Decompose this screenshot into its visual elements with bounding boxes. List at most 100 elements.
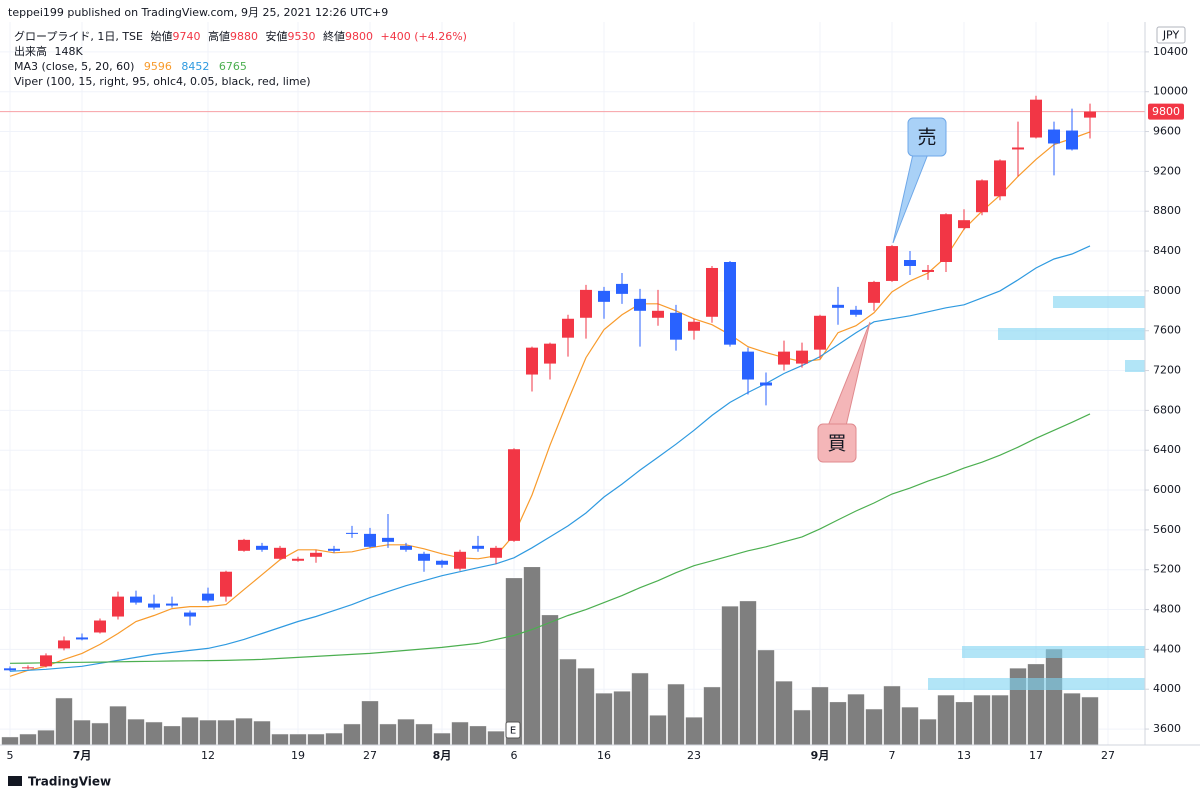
volume-bar <box>235 717 253 746</box>
y-tick-label: 8000 <box>1153 284 1181 297</box>
buy-callout <box>817 423 857 463</box>
viper-zone <box>1125 360 1145 372</box>
volume-bar <box>271 733 289 746</box>
candle-body <box>238 539 250 551</box>
candles <box>4 95 1096 672</box>
volume-bar <box>487 730 505 746</box>
candle-body <box>1012 147 1024 150</box>
open-label: 始値 <box>150 29 172 43</box>
candle-body <box>112 596 124 617</box>
volume-bar <box>973 694 991 746</box>
candle-body <box>166 603 178 606</box>
y-tick-label: 10000 <box>1153 85 1188 98</box>
ma-line <box>9 245 1091 672</box>
candle-body <box>580 289 592 318</box>
candle-body <box>148 603 160 608</box>
candle-body <box>976 180 988 213</box>
candle-body <box>778 351 790 365</box>
ma60-value: 6765 <box>219 60 247 73</box>
volume-bar <box>631 672 649 746</box>
high-label: 高値 <box>208 29 230 43</box>
candle-body <box>796 350 808 364</box>
candle-body <box>832 304 844 308</box>
volume-bar <box>181 716 199 746</box>
volume-bar <box>685 716 703 746</box>
volume-bar <box>199 719 217 746</box>
change: +400 (+4.26%) <box>380 30 466 43</box>
volume-bar <box>127 718 145 746</box>
candle-body <box>436 560 448 565</box>
candle-body <box>94 620 106 633</box>
candle-body <box>382 537 394 542</box>
y-tick-label: 5600 <box>1153 523 1181 536</box>
y-tick-label: 6400 <box>1153 443 1181 456</box>
low-value: 9530 <box>287 30 315 43</box>
candle-body <box>256 545 268 550</box>
candle-body <box>994 160 1006 197</box>
x-tick-label: 23 <box>687 749 701 762</box>
volume-bar <box>361 700 379 746</box>
y-tick-label: 6800 <box>1153 403 1181 416</box>
symbol: グロープライド, 1日, TSE <box>14 29 143 43</box>
candle-body <box>616 283 628 294</box>
candle-body <box>58 640 70 649</box>
candle-body <box>418 553 430 561</box>
viper-zones <box>928 296 1145 690</box>
volume-bar <box>1063 692 1081 746</box>
volume-bar <box>865 708 883 746</box>
y-tick-label: 4800 <box>1153 603 1181 616</box>
currency: JPY <box>1162 29 1180 42</box>
candle-body <box>940 214 952 263</box>
candle-body <box>724 262 736 345</box>
candle-body <box>184 612 196 617</box>
earnings-label: E <box>510 726 516 737</box>
viper-zone <box>928 678 1145 690</box>
y-tick-label: 4400 <box>1153 642 1181 655</box>
candle-body <box>220 571 232 597</box>
x-tick-label: 5 <box>7 749 14 762</box>
brand: TradingView <box>28 775 111 789</box>
volume-bar <box>667 683 685 746</box>
candle-body <box>310 552 322 557</box>
ma-line: MA3 (close, 5, 20, 60) 9596 8452 6765 <box>14 60 247 73</box>
volume-bar <box>937 694 955 746</box>
currency-box <box>1156 26 1186 44</box>
viper-zone <box>1053 296 1145 308</box>
candle-body <box>4 668 16 671</box>
volume-line: 出来高 148K <box>14 44 83 58</box>
volume-bar <box>955 701 973 746</box>
candle-body <box>274 547 286 559</box>
y-tick-label: 8800 <box>1153 204 1181 217</box>
candle-body <box>490 547 502 558</box>
candle-body <box>454 551 466 569</box>
volume-bars <box>1 566 1099 746</box>
volume-bar <box>577 667 595 746</box>
ma-line <box>9 131 1091 677</box>
volume-bar <box>811 686 829 746</box>
volume-bar <box>19 733 37 746</box>
volume-bar <box>109 705 127 746</box>
candle-body <box>886 246 898 281</box>
y-tick-label: 10400 <box>1153 45 1188 58</box>
y-tick-label: 7600 <box>1153 324 1181 337</box>
low-label: 安値 <box>265 29 287 43</box>
volume-bar <box>541 614 559 746</box>
candle-body <box>346 532 358 534</box>
x-tick-label: 9月 <box>811 749 830 762</box>
candle-body <box>742 351 754 380</box>
x-tick-label: 7 <box>889 749 896 762</box>
sell-callout <box>907 117 947 157</box>
logo <box>8 776 22 786</box>
earnings-box <box>505 721 521 739</box>
candle-body <box>1030 99 1042 138</box>
volume-bar <box>757 649 775 746</box>
volume-bar <box>307 733 325 746</box>
close-label: 終値 <box>323 29 345 43</box>
volume-bar <box>1045 648 1063 746</box>
candle-body <box>652 310 664 318</box>
x-tick-label: 17 <box>1029 749 1043 762</box>
buy-label: 買 <box>827 433 846 455</box>
volume-bar <box>91 722 109 746</box>
volume-bar <box>829 701 847 746</box>
